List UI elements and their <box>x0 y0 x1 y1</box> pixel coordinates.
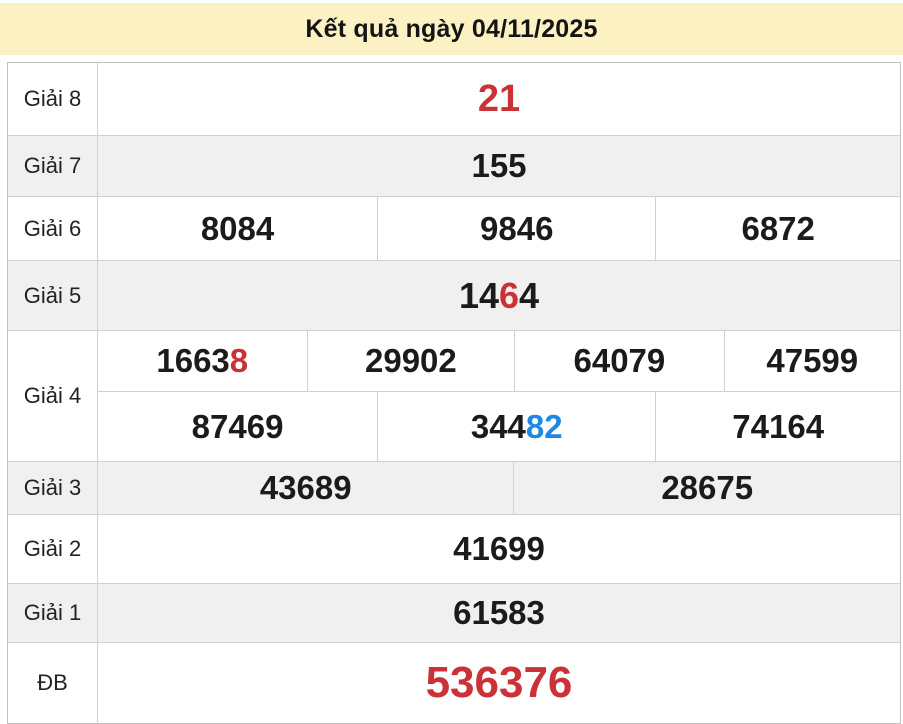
prize-row-giai-8: Giải 8 21 <box>8 63 900 136</box>
results-table: Giải 8 21 Giải 7 155 Giải 6 8084 9846 6872 Giải … <box>7 62 901 724</box>
segment-black: 4 <box>519 274 540 316</box>
prize-number: 6872 <box>655 197 900 260</box>
results-header: Kết quả ngày 04/11/2025 <box>0 3 903 55</box>
prize-number: 43689 <box>98 462 513 514</box>
prize-label: Giải 8 <box>8 63 98 135</box>
prize-number: 21 <box>98 63 900 135</box>
prize-number: 8084 <box>98 197 377 260</box>
prize-values: 155 <box>98 136 900 196</box>
prize-number: 536376 <box>98 643 900 723</box>
segment-red: 21 <box>477 77 521 120</box>
prize-values: 61583 <box>98 584 900 642</box>
segment-black: 14 <box>458 274 499 316</box>
segment-black: 74164 <box>732 407 825 445</box>
prize-number: 64079 <box>514 331 723 391</box>
prize-number: 1663 8 <box>98 331 307 391</box>
segment-black: 43689 <box>259 469 352 506</box>
prize-row-giai-5: Giải 5 14 6 4 <box>8 261 900 331</box>
prize-row-giai-1: Giải 1 61583 <box>8 584 900 643</box>
prize-label: Giải 2 <box>8 515 98 583</box>
segment-black: 28675 <box>661 469 754 506</box>
prize-values: 8084 9846 6872 <box>98 197 900 260</box>
prize-label: Giải 4 <box>8 331 98 461</box>
prize-subrow: 536376 <box>98 643 900 723</box>
segment-black: 6872 <box>741 209 815 247</box>
prize-number: 87469 <box>98 392 377 461</box>
prize-number: 41699 <box>98 515 900 583</box>
prize-number: 47599 <box>723 331 900 391</box>
page-title: Kết quả ngày 04/11/2025 <box>305 14 598 43</box>
segment-red: 6 <box>498 274 520 316</box>
prize-row-giai-3: Giải 3 43689 28675 <box>8 462 900 515</box>
prize-values: 536376 <box>98 643 900 723</box>
prize-number: 344 82 <box>377 392 655 461</box>
prize-values: 21 <box>98 63 900 135</box>
prize-row-giai-6: Giải 6 8084 9846 6872 <box>8 197 900 261</box>
segment-black: 8084 <box>200 209 275 247</box>
prize-subrow: 21 <box>98 63 900 135</box>
segment-black: 61583 <box>453 594 545 631</box>
segment-black: 344 <box>470 407 526 445</box>
prize-number: 155 <box>98 136 900 196</box>
segment-red: 536376 <box>425 658 573 707</box>
segment-black: 64079 <box>573 342 666 379</box>
prize-number: 74164 <box>655 392 900 461</box>
prize-label: Giải 3 <box>8 462 98 514</box>
prize-label: Giải 1 <box>8 584 98 642</box>
prize-label: ĐB <box>8 643 98 723</box>
prize-row-db: ĐB 536376 <box>8 643 900 723</box>
segment-black: 1663 <box>156 342 230 379</box>
prize-number: 9846 <box>377 197 655 260</box>
segment-red: 8 <box>229 342 249 379</box>
prize-subrow: 1663 8 29902 64079 47599 <box>98 331 900 391</box>
segment-black: 29902 <box>364 342 457 379</box>
prize-values: 14 6 4 <box>98 261 900 330</box>
prize-subrow: 41699 <box>98 515 900 583</box>
prize-number: 61583 <box>98 584 900 642</box>
prize-row-giai-7: Giải 7 155 <box>8 136 900 197</box>
prize-subrow: 61583 <box>98 584 900 642</box>
segment-black: 47599 <box>766 342 859 379</box>
prize-subrow: 8084 9846 6872 <box>98 197 900 260</box>
prize-label: Giải 7 <box>8 136 98 196</box>
prize-label: Giải 6 <box>8 197 98 260</box>
segment-black: 87469 <box>191 407 284 445</box>
segment-blue: 82 <box>525 407 563 445</box>
prize-subrow: 43689 28675 <box>98 462 900 514</box>
prize-values: 41699 <box>98 515 900 583</box>
prize-subrow: 155 <box>98 136 900 196</box>
prize-number: 14 6 4 <box>98 261 900 330</box>
prize-number: 28675 <box>513 462 900 514</box>
prize-values: 43689 28675 <box>98 462 900 514</box>
prize-number: 29902 <box>306 331 515 391</box>
segment-black: 155 <box>471 147 527 184</box>
prize-subrow: 87469 344 82 74164 <box>98 391 900 461</box>
prize-row-giai-2: Giải 2 41699 <box>8 515 900 584</box>
prize-label: Giải 5 <box>8 261 98 330</box>
prize-row-giai-4: Giải 4 1663 8 29902 64079 47599 87469 344 82 7416… <box>8 331 900 462</box>
prize-subrow: 14 6 4 <box>98 261 900 330</box>
prize-values: 1663 8 29902 64079 47599 87469 344 82 74164 <box>98 331 900 461</box>
segment-black: 41699 <box>453 530 545 567</box>
segment-black: 9846 <box>480 209 554 247</box>
